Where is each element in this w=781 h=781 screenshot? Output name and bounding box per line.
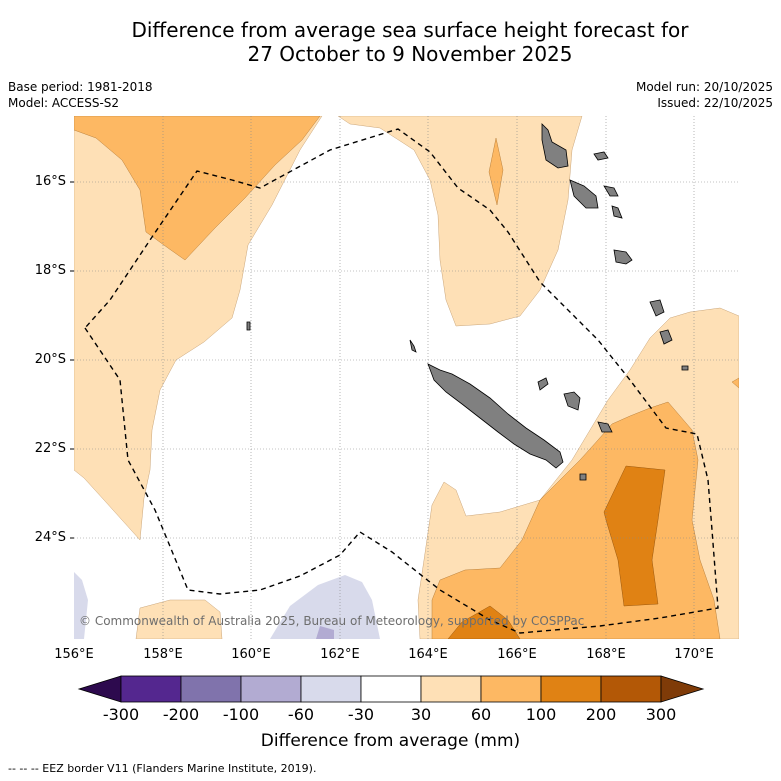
model-name: Model: ACCESS-S2 [8,96,120,110]
gridlines [74,116,739,639]
anomaly-60-100-northwest [74,116,321,261]
loyalty-mare [597,421,613,433]
colorbar-tick-100: 100 [525,705,557,724]
colorbar-extend-low [77,675,122,703]
lon-label-160e: 160°E [231,647,271,662]
vanuatu-small-island-3 [611,205,623,219]
anomaly-60-100-sliver [488,137,504,206]
colorbar-tick-neg30: -30 [347,705,375,724]
colorbar-tick-neg60: -60 [287,705,315,724]
colorbar-bin-60-100 [480,675,542,703]
vanuatu-tanna [649,299,665,317]
lat-label-18s: 18°S [34,263,66,278]
lon-label-170e: 170°E [674,647,714,662]
colorbar-bin-neg60-neg30 [300,675,362,703]
land-masses [246,123,689,481]
title-line-1: Difference from average sea surface heig… [131,18,689,42]
meta-right: Model run: 20/10/2025 Issued: 22/10/2025 [636,79,773,111]
title-line-2: 27 October to 9 November 2025 [247,42,573,66]
colorbar-tick-neg100: -100 [222,705,260,724]
loyalty-ouvea [537,377,549,391]
colorbar-bin-neg200-neg100 [180,675,242,703]
colorbar-tick-30: 30 [410,705,432,724]
colorbar-bin-100-200 [540,675,602,703]
hunter-island [681,365,689,371]
lat-label-16s: 16°S [34,174,66,189]
colorbar-bin-neg300-neg200 [120,675,182,703]
colorbar-tick-60: 60 [470,705,492,724]
colorbar-bin-200-300 [600,675,662,703]
axis-ticks [70,181,74,539]
model-run: Model run: 20/10/2025 [635,80,773,94]
loyalty-lifou [563,391,581,411]
anomaly-neg60-100-patch [316,626,334,639]
vanuatu-malekula [569,179,599,209]
colorbar-tick-200: 200 [585,705,617,724]
colorbar [77,675,705,703]
isle-of-pines [579,473,587,481]
vanuatu-small-island-1 [593,151,609,161]
chesterfield-islet [246,321,251,331]
lon-label-158e: 158°E [143,647,183,662]
vanuatu-small-island-2 [603,185,619,197]
colorbar-tick-neg300: -300 [102,705,140,724]
lon-label-156e: 156°E [54,647,94,662]
vanuatu-espiritu-santo [541,123,569,169]
issued-date: Issued: 22/10/2025 [657,96,773,110]
colorbar-tick-300: 300 [645,705,677,724]
anomaly-neg30-60-south [270,575,380,639]
eez-legend-footer: -- -- -- EEZ border V11 (Flanders Marine… [8,762,317,775]
colorbar-title: Difference from average (mm) [260,731,521,751]
eez-border [84,128,719,634]
vanuatu-aneityum [659,329,673,345]
lon-label-162e: 162°E [320,647,360,662]
anomaly-neg30-60-southwest [74,572,88,639]
lon-label-166e: 166°E [497,647,537,662]
colorbar-tick-neg200: -200 [162,705,200,724]
new-caledonia-island [427,363,564,469]
lat-label-22s: 22°S [34,441,66,456]
copyright-notice: © Commonwealth of Australia 2025, Bureau… [79,614,585,628]
colorbar-bin-neg100-neg60 [240,675,302,703]
colorbar-bin-30-60 [420,675,482,703]
anomaly-30-60-north [337,116,583,327]
lon-label-168e: 168°E [586,647,626,662]
lat-label-20s: 20°S [34,352,66,367]
anomaly-30-60-west [74,116,323,541]
map-field [74,116,739,639]
anomaly-100-200-east [603,465,666,607]
belep-island [409,339,417,353]
title-text: Difference from average sea surface heig… [60,18,760,66]
meta-left: Base period: 1981-2018 Model: ACCESS-S2 [8,79,153,111]
vanuatu-efate [613,249,633,265]
colorbar-extend-high [660,675,705,703]
anomaly-30-60-south [135,599,223,639]
base-period: Base period: 1981-2018 [8,80,153,94]
colorbar-bin-neg30-30 [360,675,422,703]
lat-label-24s: 24°S [34,530,66,545]
anomaly-100-200-south [447,605,521,639]
lon-label-164e: 164°E [408,647,448,662]
